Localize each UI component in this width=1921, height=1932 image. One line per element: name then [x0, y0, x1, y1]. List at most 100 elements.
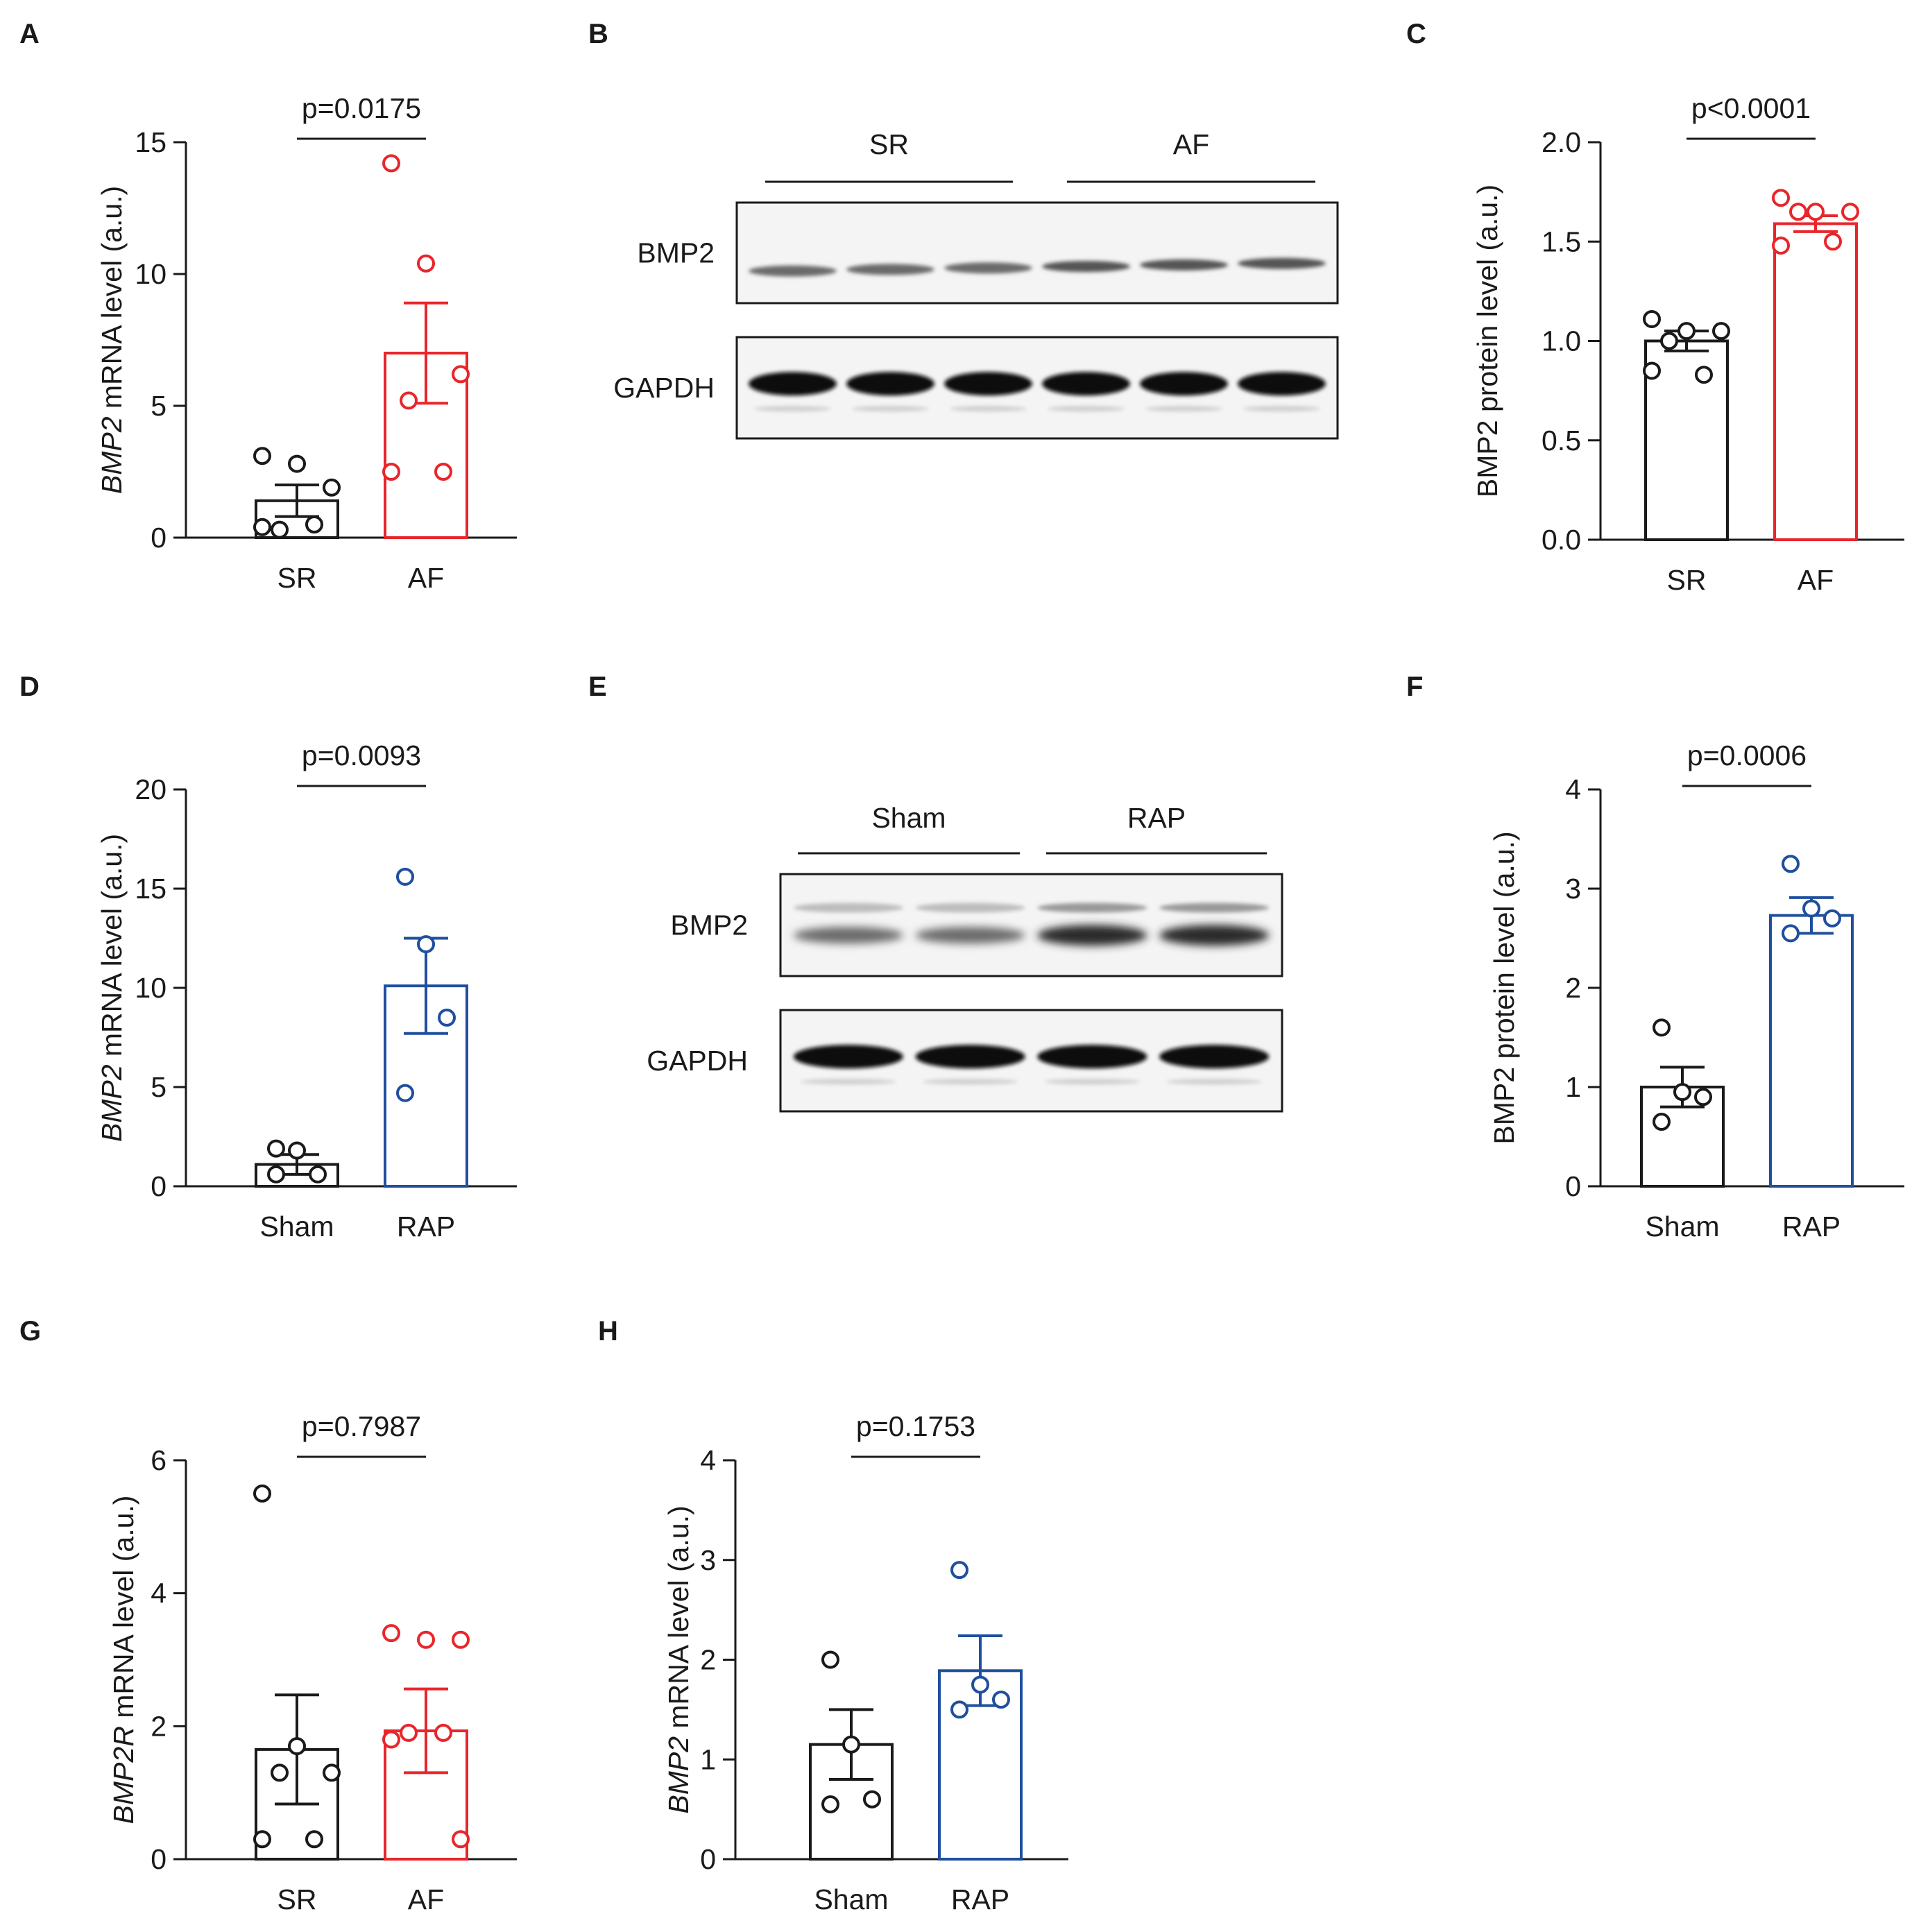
y-axis-title: BMP2 mRNA level (a.u.)	[96, 186, 128, 494]
data-point	[382, 1624, 400, 1643]
data-point	[1643, 309, 1661, 328]
data-point	[821, 1795, 839, 1813]
y-axis-title-gene: BMP2	[96, 416, 128, 494]
western-blot-e: E Sham RAP BMP2 GAPDH	[588, 672, 1283, 1113]
western-blot-b: B SR AF BMP2 GAPDH	[588, 19, 1339, 440]
y-tick-label: 4	[151, 1578, 167, 1609]
y-tick-label: 20	[135, 773, 167, 805]
y-tick-label: 3	[1565, 873, 1581, 905]
blot-band	[1042, 261, 1130, 273]
y-axis-title-text: mRNA level (a.u.)	[96, 834, 128, 1065]
blot-band	[1037, 925, 1147, 946]
data-point	[396, 867, 414, 886]
y-tick-label: 0.0	[1542, 524, 1581, 556]
data-point	[253, 447, 271, 465]
data-point	[1673, 1083, 1691, 1102]
data-point	[434, 1723, 452, 1742]
blot-band	[749, 265, 837, 277]
y-tick-label: 0.5	[1542, 425, 1581, 456]
data-point	[288, 1141, 306, 1160]
x-category-label: AF	[408, 562, 444, 594]
y-axis-title-text: BMP2 protein level (a.u.)	[1471, 185, 1503, 497]
data-point	[267, 1165, 285, 1183]
panel-letter: B	[588, 19, 608, 49]
blot-row-gapdh: GAPDH	[613, 336, 1339, 440]
p-value-label: p=0.0175	[302, 92, 421, 124]
blot-band	[793, 1045, 903, 1069]
data-point	[452, 365, 470, 384]
data-point	[288, 1737, 306, 1756]
p-value-label: p=0.0093	[302, 740, 421, 771]
blot-band	[915, 1045, 1025, 1069]
data-point	[1660, 332, 1678, 350]
p-value-label: p<0.0001	[1691, 92, 1811, 124]
blot-band-faint	[801, 1079, 896, 1085]
blot-band	[1238, 257, 1326, 269]
data-point	[267, 1139, 285, 1158]
blot-row-label: BMP2	[637, 237, 715, 269]
y-tick-label: 3	[700, 1544, 716, 1576]
y-tick-label: 1.5	[1542, 225, 1581, 257]
y-tick-label: 2	[1565, 972, 1581, 1004]
y-tick-label: 2.0	[1542, 126, 1581, 158]
blot-band	[944, 262, 1032, 274]
data-point	[452, 1830, 470, 1849]
blot-row-gapdh: GAPDH	[647, 1009, 1283, 1113]
blot-band-faint	[950, 406, 1027, 412]
blot-row-label: GAPDH	[613, 372, 715, 404]
y-axis-title: BMP2 mRNA level (a.u.)	[663, 1505, 694, 1813]
y-tick-label: 15	[135, 873, 167, 905]
y-tick-label: 4	[1565, 773, 1581, 805]
y-tick-label: 4	[700, 1444, 716, 1476]
data-point	[253, 1484, 271, 1503]
data-point	[438, 1008, 456, 1027]
blot-group-label: AF	[1173, 128, 1209, 160]
y-tick-label: 0	[151, 522, 167, 554]
blot-band	[749, 372, 837, 396]
blot-band-faint	[1044, 1079, 1141, 1085]
chart-panel-g: G 0 2 4 6 BMP2R mRNA level (a.u.) SR AF p=0.7987	[19, 1316, 517, 1915]
data-point	[971, 1675, 989, 1694]
data-point	[1789, 203, 1807, 221]
y-axis-title-gene: BMP2	[96, 1064, 128, 1142]
data-point	[382, 1730, 400, 1749]
blot-band	[915, 927, 1025, 944]
y-tick-label: 2	[700, 1644, 716, 1676]
data-point	[271, 520, 289, 539]
blot-band	[1238, 372, 1326, 396]
data-point	[842, 1735, 860, 1754]
panel-letter: H	[598, 1316, 618, 1347]
blot-band	[846, 264, 934, 275]
data-point	[253, 1830, 271, 1849]
blot-group-label: RAP	[1127, 802, 1186, 834]
chart-panel-f: F 0 1 2 3 4 BMP2 protein level (a.u.) Sham RAP p=…	[1406, 672, 1904, 1242]
p-value-label: p=0.1753	[856, 1410, 975, 1442]
y-axis-title-gene: BMP2	[663, 1736, 694, 1814]
y-tick-label: 2	[151, 1710, 167, 1742]
y-axis-title-gene: BMP2R	[108, 1726, 139, 1824]
data-point	[305, 515, 323, 533]
blot-band	[1140, 372, 1228, 396]
y-axis-title-text: BMP2 protein level (a.u.)	[1488, 831, 1520, 1144]
blot-band-upper	[793, 903, 903, 913]
blot-row-label: GAPDH	[647, 1045, 748, 1077]
y-tick-label: 1.0	[1542, 325, 1581, 357]
data-point	[1712, 322, 1730, 341]
y-tick-label: 5	[151, 390, 167, 422]
blot-band-upper	[1037, 903, 1147, 913]
y-tick-label: 0	[1565, 1170, 1581, 1202]
data-point	[323, 478, 341, 497]
blot-band-upper	[1159, 903, 1270, 913]
blot-row-label: BMP2	[670, 909, 748, 941]
y-tick-label: 1	[700, 1743, 716, 1775]
data-point	[863, 1790, 881, 1809]
y-tick-label: 1	[1565, 1071, 1581, 1103]
y-tick-label: 5	[151, 1071, 167, 1103]
blot-band	[1037, 1045, 1147, 1069]
data-point	[382, 154, 400, 173]
y-axis-title: BMP2 protein level (a.u.)	[1488, 831, 1520, 1144]
data-point	[1782, 855, 1800, 873]
